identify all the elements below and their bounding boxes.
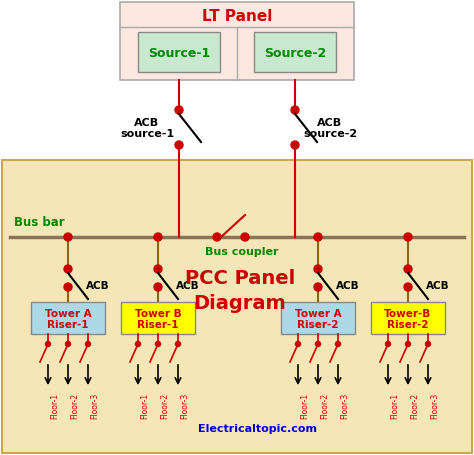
Circle shape (404, 233, 412, 242)
Circle shape (336, 342, 340, 347)
FancyBboxPatch shape (2, 161, 472, 453)
Text: ACB: ACB (86, 280, 109, 290)
FancyBboxPatch shape (371, 302, 445, 334)
Circle shape (316, 342, 320, 347)
Text: Source-2: Source-2 (264, 46, 326, 59)
Text: Riser-2: Riser-2 (297, 319, 339, 329)
Circle shape (85, 342, 91, 347)
Text: Riser-1: Riser-1 (47, 319, 89, 329)
Text: Floor-3: Floor-3 (90, 392, 99, 418)
Text: ACB: ACB (426, 280, 450, 290)
Circle shape (64, 283, 72, 291)
Text: Tower A: Tower A (45, 308, 91, 318)
Text: Floor-3: Floor-3 (180, 392, 189, 418)
Text: LT Panel: LT Panel (202, 9, 272, 24)
Circle shape (385, 342, 391, 347)
Text: Floor-1: Floor-1 (140, 392, 149, 418)
Text: Riser-1: Riser-1 (137, 319, 179, 329)
FancyBboxPatch shape (138, 33, 220, 73)
Text: Floor-2: Floor-2 (410, 392, 419, 418)
Circle shape (175, 342, 181, 347)
Text: Electricaltopic.com: Electricaltopic.com (199, 423, 318, 433)
Text: ACB: ACB (176, 280, 200, 290)
Text: Tower B: Tower B (135, 308, 182, 318)
Circle shape (314, 265, 322, 273)
Circle shape (314, 283, 322, 291)
FancyBboxPatch shape (120, 3, 354, 81)
Circle shape (154, 233, 162, 242)
Text: Floor-1: Floor-1 (50, 392, 59, 418)
Text: Floor-3: Floor-3 (430, 392, 439, 418)
Circle shape (154, 265, 162, 273)
Circle shape (426, 342, 430, 347)
Circle shape (291, 107, 299, 115)
Text: Tower-B: Tower-B (384, 308, 432, 318)
Circle shape (136, 342, 140, 347)
Text: Floor-2: Floor-2 (70, 392, 79, 418)
Text: Riser-2: Riser-2 (387, 319, 429, 329)
Text: Floor-1: Floor-1 (300, 392, 309, 418)
Circle shape (64, 233, 72, 242)
FancyBboxPatch shape (31, 302, 105, 334)
FancyBboxPatch shape (121, 302, 195, 334)
Circle shape (213, 233, 221, 242)
Circle shape (154, 283, 162, 291)
Circle shape (65, 342, 71, 347)
Text: Floor-2: Floor-2 (160, 392, 169, 418)
Circle shape (64, 265, 72, 273)
Circle shape (241, 233, 249, 242)
Circle shape (291, 142, 299, 150)
Circle shape (404, 283, 412, 291)
Text: PCC Panel
Diagram: PCC Panel Diagram (185, 268, 295, 312)
Circle shape (295, 342, 301, 347)
Text: Source-1: Source-1 (148, 46, 210, 59)
Circle shape (314, 233, 322, 242)
FancyBboxPatch shape (254, 33, 336, 73)
Text: ACB
source-2: ACB source-2 (303, 117, 357, 139)
Circle shape (175, 142, 183, 150)
FancyBboxPatch shape (281, 302, 355, 334)
Text: Tower A: Tower A (295, 308, 341, 318)
Circle shape (404, 265, 412, 273)
Circle shape (155, 342, 161, 347)
Text: ACB
source-1: ACB source-1 (120, 117, 174, 139)
Circle shape (46, 342, 51, 347)
Text: Floor-1: Floor-1 (390, 392, 399, 418)
Text: Bus bar: Bus bar (14, 216, 64, 228)
Text: Bus coupler: Bus coupler (205, 247, 279, 257)
Text: Floor-2: Floor-2 (320, 392, 329, 418)
Circle shape (175, 107, 183, 115)
Text: Floor-3: Floor-3 (340, 392, 349, 418)
Circle shape (405, 342, 410, 347)
Text: ACB: ACB (336, 280, 360, 290)
